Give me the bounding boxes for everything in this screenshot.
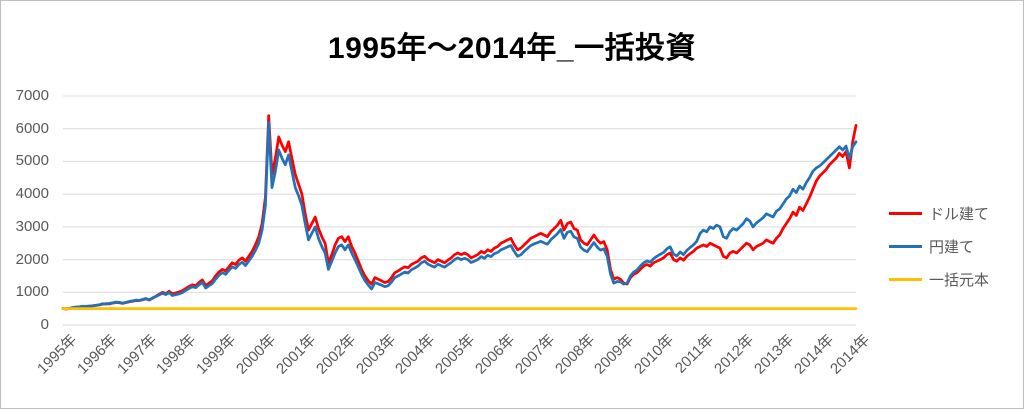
legend-item-usd: ドル建て	[889, 197, 989, 230]
legend-label-usd: ドル建て	[929, 206, 990, 223]
y-axis-tick-label: 7000	[15, 87, 49, 104]
x-axis-tick-label: 2012年	[710, 331, 758, 378]
x-axis-tick-label: 2003年	[352, 331, 399, 378]
y-axis-tick-label: 4000	[15, 185, 49, 203]
jpy-line-swatch-icon	[889, 245, 922, 248]
principal-line-swatch-icon	[889, 278, 922, 281]
x-axis-tick-label: 2001年	[272, 331, 320, 378]
legend-label-jpy: 円建て	[929, 239, 975, 256]
y-axis-tick-label: 1000	[15, 283, 49, 301]
x-axis-tick-label: 2006年	[472, 331, 519, 378]
x-axis-tick-label: 2004年	[392, 331, 439, 378]
x-axis-tick-label: 2010年	[631, 331, 678, 378]
legend: ドル建て 円建て 一括元本	[889, 197, 989, 296]
x-axis-tick-label: 2009年	[591, 331, 638, 378]
series-line-0	[61, 114, 858, 311]
x-axis-tick-label: 1997年	[113, 331, 160, 378]
legend-label-principal: 一括元本	[929, 272, 990, 289]
y-axis-tick-label: 0	[40, 316, 49, 333]
series-line-1	[61, 120, 858, 310]
x-axis-tick-label: 1996年	[73, 331, 121, 378]
y-axis-tick-label: 2000	[15, 250, 49, 268]
x-axis-tick-label: 2014年	[827, 331, 874, 378]
x-axis-tick-label: 2013年	[750, 331, 797, 378]
legend-item-jpy: 円建て	[889, 230, 989, 263]
x-axis-tick-label: 2008年	[551, 331, 598, 378]
x-axis-tick-label: 2002年	[312, 331, 360, 378]
x-axis-tick-label: 1998年	[153, 331, 200, 378]
y-axis-tick-label: 3000	[15, 217, 49, 235]
x-axis-tick-label: 2007年	[511, 331, 559, 378]
x-axis-tick-label: 2000年	[233, 331, 280, 378]
x-axis-tick-label: 1999年	[193, 331, 240, 378]
legend-item-principal: 一括元本	[889, 263, 989, 296]
plot-area	[61, 95, 858, 326]
x-axis-tick-label: 2014年	[790, 331, 837, 378]
x-axis-tick-label: 1995年	[34, 331, 81, 378]
usd-line-swatch-icon	[889, 212, 922, 215]
y-axis-tick-label: 5000	[15, 152, 49, 170]
chart-title: 1995年～2014年_一括投資	[327, 32, 697, 65]
y-axis-tick-label: 6000	[15, 119, 49, 137]
x-axis-tick-label: 2011年	[671, 331, 718, 377]
x-axis-tick-label: 2005年	[432, 331, 479, 378]
